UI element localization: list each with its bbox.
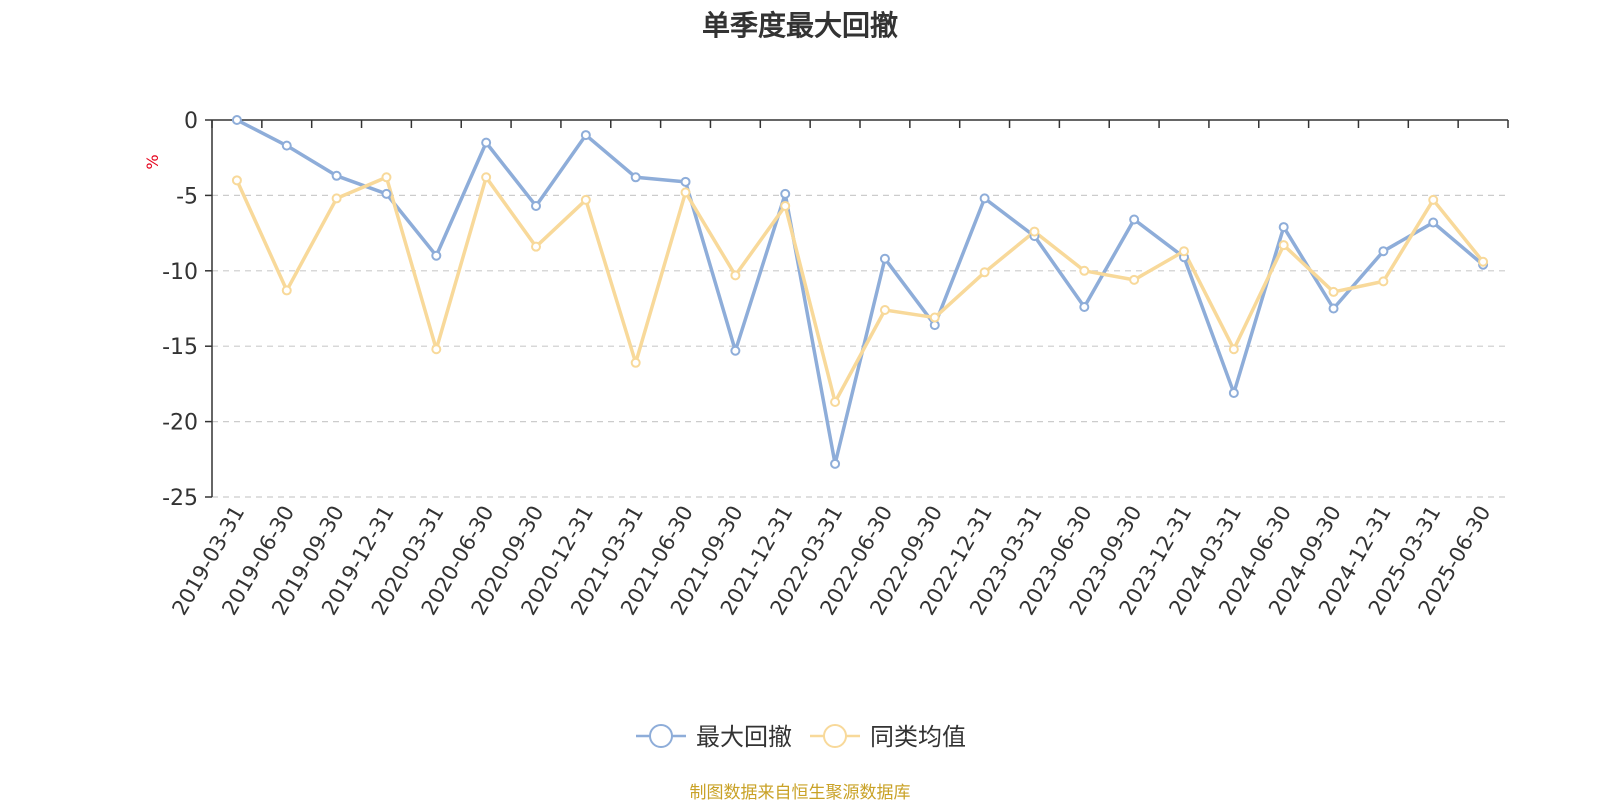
data-point-series-1 bbox=[431, 250, 442, 261]
legend[interactable]: 最大回撤 同类均值 bbox=[636, 723, 966, 751]
data-point-series-2 bbox=[780, 200, 791, 211]
y-tick-label: -15 bbox=[162, 335, 198, 360]
data-point-series-2 bbox=[680, 187, 691, 198]
data-point-series-1 bbox=[1129, 214, 1140, 225]
data-point-series-1 bbox=[481, 137, 492, 148]
series-layer bbox=[231, 115, 1489, 469]
data-point-series-1 bbox=[1428, 217, 1439, 228]
data-point-series-2 bbox=[1478, 256, 1489, 267]
data-point-series-1 bbox=[879, 253, 890, 264]
data-point-series-2 bbox=[331, 193, 342, 204]
y-axis-label: % bbox=[143, 154, 162, 169]
data-point-series-1 bbox=[830, 458, 841, 469]
legend-marker-swatch bbox=[823, 724, 847, 748]
data-point-series-1 bbox=[780, 188, 791, 199]
data-point-series-2 bbox=[1228, 344, 1239, 355]
data-point-series-2 bbox=[1328, 286, 1339, 297]
data-point-series-1 bbox=[281, 140, 292, 151]
data-point-series-2 bbox=[830, 396, 841, 407]
data-point-series-2 bbox=[431, 344, 442, 355]
data-point-series-2 bbox=[879, 305, 890, 316]
legend-label: 最大回撤 bbox=[696, 723, 792, 751]
data-point-series-1 bbox=[231, 115, 242, 125]
data-point-series-1 bbox=[730, 345, 741, 356]
data-point-series-2 bbox=[630, 357, 641, 368]
data-point-series-2 bbox=[979, 267, 990, 278]
data-point-series-1 bbox=[680, 176, 691, 187]
data-point-series-2 bbox=[580, 194, 591, 205]
data-point-series-1 bbox=[580, 130, 591, 141]
data-point-series-1 bbox=[1328, 303, 1339, 314]
chart-title: 单季度最大回撤 bbox=[701, 9, 898, 42]
y-tick-label: 0 bbox=[184, 109, 198, 134]
legend-marker-swatch bbox=[649, 724, 673, 748]
data-point-series-1 bbox=[1278, 222, 1289, 233]
data-point-series-2 bbox=[281, 285, 292, 296]
data-point-series-2 bbox=[531, 241, 541, 252]
y-tick-label: -25 bbox=[162, 486, 198, 511]
data-point-series-2 bbox=[1428, 194, 1439, 205]
series-line-1 bbox=[236, 118, 1485, 466]
data-point-series-2 bbox=[1029, 226, 1040, 237]
data-point-series-2 bbox=[929, 312, 940, 323]
data-point-series-2 bbox=[1179, 246, 1189, 257]
data-point-series-2 bbox=[1129, 274, 1140, 285]
data-point-series-2 bbox=[231, 175, 242, 186]
series-line-2 bbox=[235, 175, 1485, 404]
y-tick-label: -5 bbox=[176, 184, 198, 209]
legend-label: 同类均值 bbox=[870, 723, 966, 751]
legend-item-1[interactable]: 最大回撤 bbox=[636, 723, 792, 751]
data-point-series-1 bbox=[1378, 246, 1389, 257]
data-point-series-1 bbox=[381, 188, 392, 199]
y-tick-label: -10 bbox=[162, 260, 198, 285]
legend-item-2[interactable]: 同类均值 bbox=[810, 723, 966, 751]
data-point-series-1 bbox=[1079, 301, 1090, 312]
gridlines bbox=[212, 194, 1508, 498]
data-point-series-2 bbox=[730, 270, 741, 281]
data-point-series-1 bbox=[1228, 387, 1239, 398]
data-point-series-2 bbox=[381, 172, 392, 183]
data-point-series-2 bbox=[1378, 276, 1389, 287]
data-point-series-1 bbox=[979, 193, 990, 204]
data-point-series-2 bbox=[1079, 265, 1090, 276]
data-source-footer: 制图数据来自恒生聚源数据库 bbox=[689, 783, 911, 803]
data-point-series-1 bbox=[630, 172, 641, 183]
data-point-series-2 bbox=[1278, 240, 1289, 251]
y-tick-label: -20 bbox=[162, 411, 198, 436]
data-point-series-1 bbox=[531, 200, 541, 211]
data-point-series-1 bbox=[331, 170, 342, 181]
data-point-series-2 bbox=[481, 172, 492, 183]
